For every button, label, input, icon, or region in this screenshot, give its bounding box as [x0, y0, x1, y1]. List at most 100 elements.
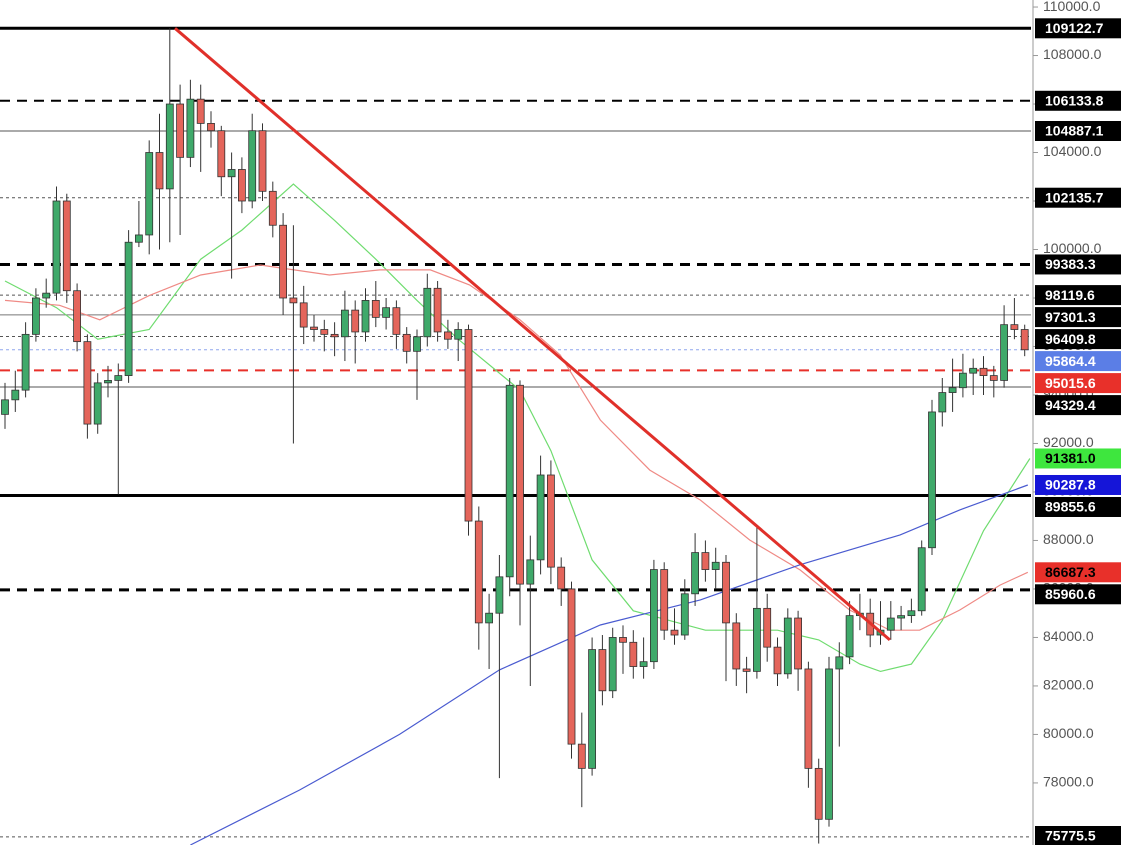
candle-body: [567, 588, 576, 745]
candle-body: [382, 307, 391, 318]
candle-body: [629, 641, 638, 667]
candle-body: [279, 224, 288, 299]
level-label: 75775.5: [1045, 828, 1096, 844]
y-tick-label: 92000.0: [1043, 434, 1094, 450]
candle-body: [742, 668, 751, 672]
level-label-box: [1035, 90, 1121, 111]
level-label: 97301.3: [1045, 309, 1096, 325]
candle-body: [196, 98, 205, 124]
candle-body: [619, 637, 627, 643]
candle-body: [464, 329, 473, 522]
candle-body: [104, 380, 112, 384]
plot-area: [0, 26, 1031, 845]
candle-body: [73, 290, 81, 343]
candle-body: [783, 617, 792, 675]
candle-body: [701, 552, 710, 570]
candle-body: [258, 130, 267, 192]
level-label: 90287.8: [1045, 477, 1096, 493]
candle-body: [299, 302, 308, 328]
candle-body: [485, 612, 494, 624]
level-label: 98119.6: [1045, 287, 1095, 303]
level-label-box: [1035, 18, 1121, 39]
candle-body: [907, 610, 916, 617]
candle-body: [413, 336, 421, 352]
level-label-box: [1035, 254, 1121, 275]
candle-body: [722, 561, 730, 624]
candle-body: [371, 300, 380, 318]
candle-body: [134, 234, 143, 243]
candle-body: [423, 287, 432, 338]
candle-body: [547, 474, 555, 568]
candle-body: [42, 292, 51, 299]
candle-body: [536, 474, 545, 561]
candle-body: [588, 649, 596, 769]
candle-body: [268, 190, 277, 226]
level-label: 95015.6: [1045, 375, 1096, 391]
candle-body: [351, 309, 360, 333]
candle-body: [248, 130, 257, 202]
moving-average: [4, 183, 1031, 673]
candle-body: [763, 607, 772, 648]
candle-body: [52, 200, 61, 294]
level-label-box: [1035, 329, 1121, 350]
level-label-box: [1035, 496, 1121, 517]
candle-body: [897, 615, 905, 619]
candle-body: [155, 152, 164, 190]
candle-body: [753, 607, 761, 672]
candle-body: [361, 300, 370, 333]
candle-body: [557, 566, 566, 590]
level-label: 104887.1: [1045, 123, 1104, 139]
candle-body: [989, 375, 998, 381]
candle-body: [650, 569, 658, 663]
level-label: 89855.6: [1045, 499, 1096, 515]
candle-body: [886, 617, 895, 631]
candle-body: [680, 593, 689, 636]
candle-body: [495, 576, 504, 614]
y-tick-label: 100000.0: [1043, 240, 1102, 256]
candle-body: [948, 387, 957, 393]
level-label: 85960.6: [1045, 586, 1096, 602]
candle-body: [145, 152, 154, 236]
candle-body: [732, 622, 741, 670]
level-label-box: [1035, 826, 1121, 846]
candle-body: [825, 668, 833, 820]
candle-body: [21, 333, 30, 391]
candle-body: [670, 629, 679, 636]
y-tick-label: 80000.0: [1043, 725, 1094, 741]
candle-body: [340, 309, 349, 338]
candle-body: [474, 520, 483, 624]
candle-body: [114, 375, 123, 381]
candle-body: [598, 649, 607, 692]
level-label: 106133.8: [1045, 92, 1104, 108]
candle-body: [691, 552, 699, 595]
level-label-box: [1035, 448, 1121, 469]
candle-body: [711, 561, 720, 570]
candle-body: [176, 103, 185, 158]
candle-body: [794, 617, 802, 670]
level-label-box: [1035, 351, 1121, 372]
candle-body: [577, 743, 586, 769]
level-label: 91381.0: [1045, 450, 1096, 466]
level-label: 96409.8: [1045, 331, 1096, 347]
candle-body: [979, 367, 988, 376]
candle-body: [320, 329, 329, 335]
candle-body: [804, 668, 813, 769]
candle-body: [969, 367, 978, 374]
candle-body: [62, 200, 71, 292]
level-label: 95864.4: [1045, 353, 1096, 369]
y-tick-label: 108000.0: [1043, 46, 1102, 62]
candle-body: [443, 331, 452, 340]
level-label-box: [1035, 285, 1121, 306]
level-label: 109122.7: [1045, 20, 1104, 36]
candle-body: [928, 411, 936, 549]
candle-body: [1, 399, 9, 415]
candle-body: [392, 307, 401, 335]
level-label: 86687.3: [1045, 564, 1096, 580]
candle-body: [124, 241, 133, 376]
level-label-box: [1035, 121, 1121, 142]
candle-body: [608, 637, 617, 692]
moving-average: [4, 264, 1029, 631]
y-tick-label: 110000.0: [1043, 0, 1101, 14]
candle-body: [454, 329, 463, 340]
